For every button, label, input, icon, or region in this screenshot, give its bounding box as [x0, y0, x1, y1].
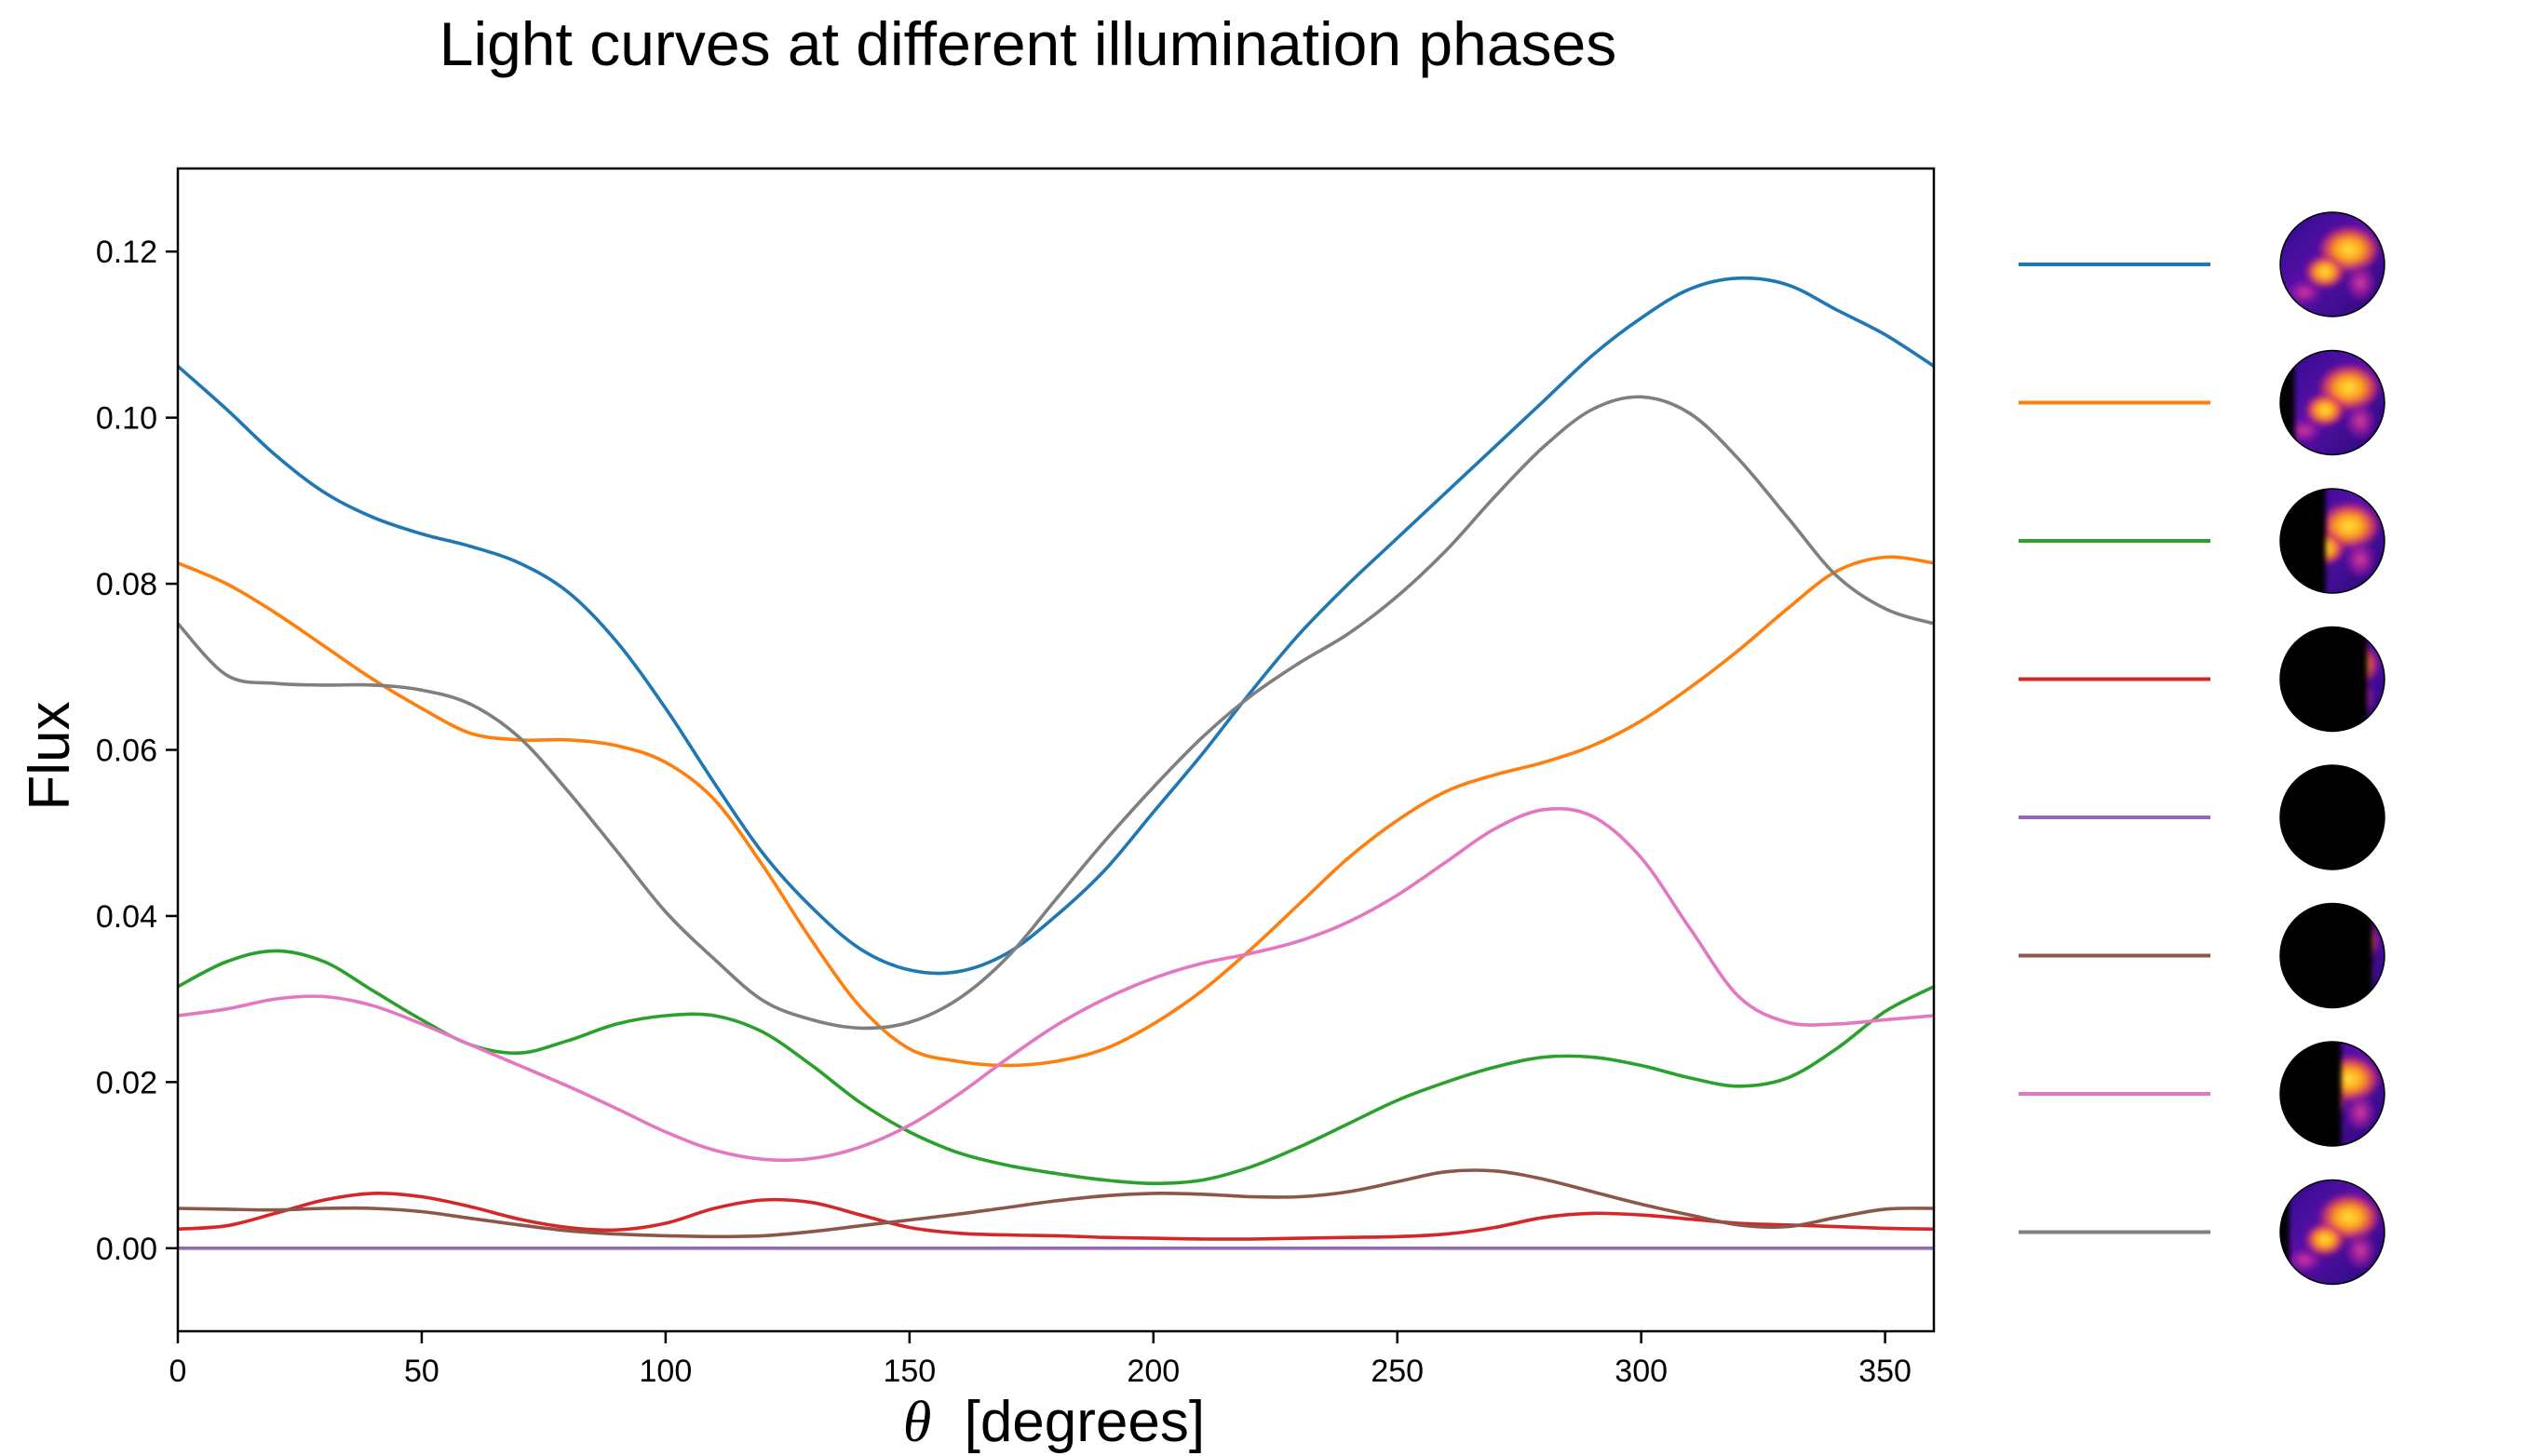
y-tick-label: 0.08	[96, 567, 157, 602]
x-tick-label: 350	[1858, 1354, 1912, 1389]
x-axis-label: θ [degrees]	[903, 1390, 1205, 1454]
x-axis: 0 50 100 150 200 250 300 350	[169, 1331, 1912, 1389]
x-tick-label: 50	[404, 1354, 439, 1389]
y-axis: 0.00 0.02 0.04 0.06 0.08 0.10 0.12	[96, 235, 178, 1267]
x-tick-label: 100	[640, 1354, 693, 1389]
legend-entry-3	[2019, 488, 2385, 594]
planet-phase-icon	[2279, 626, 2385, 733]
series-line-1	[176, 276, 1935, 976]
chart-title: Light curves at different illumination p…	[439, 9, 1617, 78]
planet-phase-icon	[2279, 211, 2385, 317]
series-line-8	[176, 395, 1935, 1031]
x-tick-label: 200	[1127, 1354, 1180, 1389]
legend-entry-7	[2019, 1041, 2385, 1147]
x-tick-label: 150	[883, 1354, 936, 1389]
legend-entry-2	[2019, 349, 2385, 456]
series-line-7	[177, 806, 1935, 1163]
y-tick-label: 0.00	[96, 1232, 157, 1267]
planet-phase-icon	[2279, 1041, 2385, 1147]
y-axis-label: Flux	[18, 701, 82, 810]
planet-phase-icon	[2279, 349, 2385, 456]
y-tick-label: 0.02	[96, 1065, 157, 1100]
x-tick-label: 0	[169, 1354, 187, 1389]
y-tick-label: 0.12	[96, 235, 157, 270]
series-line-3	[177, 949, 1935, 1185]
x-tick-label: 250	[1371, 1354, 1424, 1389]
series-layer	[176, 276, 1935, 1250]
y-tick-label: 0.10	[96, 401, 157, 437]
series-line-4	[177, 1191, 1935, 1241]
legend	[2019, 211, 2385, 1286]
series-line-6	[177, 1168, 1935, 1239]
series-line-2	[177, 555, 1935, 1068]
y-tick-label: 0.06	[96, 734, 157, 769]
planet-phase-icon	[2279, 764, 2385, 870]
x-tick-label: 300	[1615, 1354, 1668, 1389]
planet-phase-icon	[2279, 488, 2385, 594]
y-tick-label: 0.04	[96, 899, 157, 935]
planet-phase-icon	[2279, 1179, 2385, 1286]
legend-entry-4	[2019, 626, 2385, 733]
legend-entry-5	[2019, 764, 2385, 870]
legend-entry-6	[2019, 902, 2385, 1009]
x-axis-label-symbol: θ	[903, 1391, 931, 1454]
x-axis-label-unit: [degrees]	[965, 1390, 1206, 1454]
legend-entry-1	[2019, 211, 2385, 317]
legend-entry-8	[2019, 1179, 2385, 1286]
plot-area	[176, 167, 1936, 1333]
planet-phase-icon	[2279, 902, 2385, 1009]
plot-frame	[176, 167, 1936, 1333]
